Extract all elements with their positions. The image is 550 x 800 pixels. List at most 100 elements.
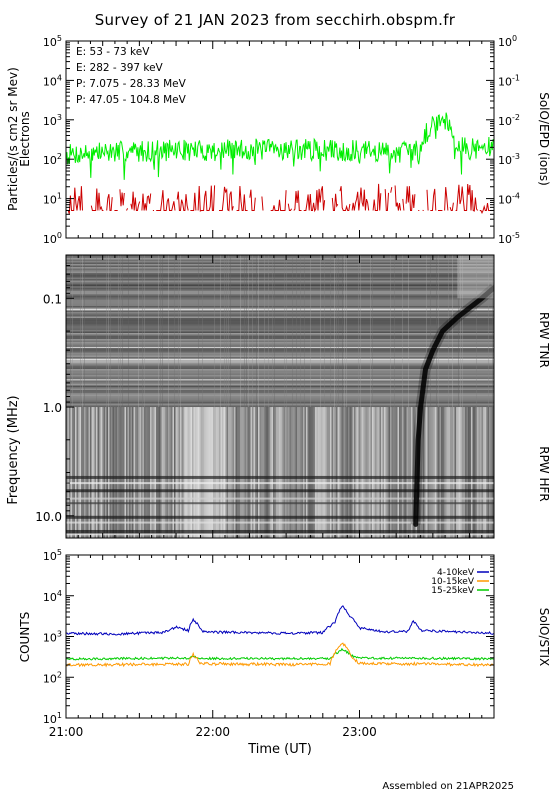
spectrogram-column — [475, 407, 478, 538]
spectrogram-row — [66, 318, 494, 320]
spectrogram-column — [340, 407, 343, 538]
spectrogram-streak — [430, 255, 431, 408]
spectrogram-column — [469, 407, 472, 538]
spectrogram-column — [250, 407, 253, 538]
spectrogram-column — [294, 407, 296, 538]
spectrogram-column — [405, 407, 407, 538]
spectrogram-column — [463, 407, 466, 538]
spectrogram-column — [327, 407, 329, 538]
spectrogram-column — [304, 407, 307, 538]
spectrogram-column — [115, 407, 118, 538]
spectrogram-streak — [240, 255, 241, 408]
spectrogram-column — [423, 407, 425, 538]
epd-plot-area — [66, 112, 494, 215]
spectrogram-row — [66, 388, 494, 391]
spectrogram-column — [382, 407, 385, 538]
spectrogram-column — [292, 407, 295, 538]
x-axis-label: Time (UT) — [247, 742, 312, 757]
spectrogram-column — [403, 407, 406, 538]
spectrogram-column — [133, 407, 136, 538]
spectrogram-column — [307, 407, 310, 538]
spectrogram-column — [298, 407, 301, 538]
y-tick-label: 0.1 — [43, 292, 62, 306]
spectrogram-column — [406, 407, 409, 538]
spectrogram-hfr-band — [66, 489, 494, 493]
spectrogram-column — [85, 407, 88, 538]
y-tick-label: 10.0 — [35, 510, 62, 524]
spectrogram-column — [310, 407, 313, 538]
spectrogram-streak — [248, 255, 249, 408]
spectrogram-column — [289, 407, 292, 538]
spectrogram-column — [232, 407, 235, 538]
type-iii-burst-halo — [410, 283, 494, 525]
spectrogram-column — [151, 407, 154, 538]
spectrogram-column — [285, 407, 287, 538]
spectrogram-row — [66, 271, 494, 274]
spectrogram-column — [79, 407, 82, 538]
spectrogram-column — [334, 407, 337, 538]
spectrogram-column — [244, 407, 247, 538]
spectrogram-column — [166, 407, 169, 538]
spectrogram-row — [66, 369, 494, 371]
spectrogram-column — [276, 407, 278, 538]
spectrogram-column — [178, 407, 181, 538]
spectrogram-column — [337, 407, 340, 538]
spectrogram-column — [420, 407, 422, 538]
spectrogram-column — [169, 407, 172, 538]
spectrogram-streak — [268, 255, 269, 408]
spectrogram-column — [474, 407, 476, 538]
spectrogram-column — [94, 407, 97, 538]
spectrogram-streak — [258, 255, 259, 408]
spectrogram-column — [322, 407, 325, 538]
epd-panel: 100 101 102 103 104 105 10-5 10-4 10-3 10-2 10-1 10… — [6, 34, 550, 246]
assembled-note: Assembled on 21APR2025 — [382, 781, 514, 792]
spectrogram-column — [247, 407, 250, 538]
spectrogram-streak — [452, 255, 453, 408]
spectrogram-column — [273, 407, 275, 538]
spectrogram-column — [120, 407, 122, 538]
spectrogram-column — [229, 407, 232, 538]
spectrogram-column — [142, 407, 145, 538]
spectrogram-column — [99, 407, 101, 538]
spectrogram-hfr-band — [66, 502, 494, 505]
type-iii-burst — [413, 285, 494, 527]
spectrogram-column — [448, 407, 451, 538]
spectrogram-column — [301, 407, 304, 538]
spectrogram-streak — [462, 255, 463, 408]
spectrogram-column — [253, 407, 256, 538]
spectrogram-streak — [230, 255, 231, 408]
stix-panel: 21:00 22:00 23:00 101 102 103 104 105 4-10keV10-… — [18, 548, 550, 757]
y-tick-label: 103 — [43, 630, 62, 645]
spectrogram-column — [369, 407, 371, 538]
spectrogram-streak — [256, 255, 257, 408]
spectrogram-row — [66, 316, 494, 319]
spectrogram-streak — [202, 255, 203, 408]
spectrogram-streak — [160, 255, 161, 408]
spectrogram-column — [72, 407, 74, 538]
spectrogram-streak — [320, 255, 321, 408]
spectrogram-row — [66, 390, 494, 392]
spectrogram-column — [486, 407, 488, 538]
spectrogram-column — [175, 407, 178, 538]
spectrogram-column — [387, 407, 389, 538]
spectrogram-column — [228, 407, 230, 538]
spectrogram-streak — [122, 255, 123, 408]
spectrogram-streak — [84, 255, 85, 408]
spectrogram-column — [75, 407, 77, 538]
spectrogram-streak — [344, 255, 345, 408]
spectrogram-column — [424, 407, 427, 538]
spectrogram-streak — [272, 255, 273, 408]
spectrogram-column — [318, 407, 320, 538]
spectrogram-column — [114, 407, 116, 538]
spectrogram-column — [357, 407, 359, 538]
spectrogram-column — [180, 407, 182, 538]
spectrogram-row — [66, 304, 494, 307]
spectrogram-row — [66, 376, 494, 379]
spectrogram-column — [277, 407, 280, 538]
y-tick-label: 102 — [43, 670, 62, 685]
spectrogram-column — [171, 407, 173, 538]
spectrogram-column — [255, 407, 257, 538]
spectrogram-column — [348, 407, 350, 538]
spectrogram-column — [393, 407, 395, 538]
spectrogram-column — [138, 407, 140, 538]
